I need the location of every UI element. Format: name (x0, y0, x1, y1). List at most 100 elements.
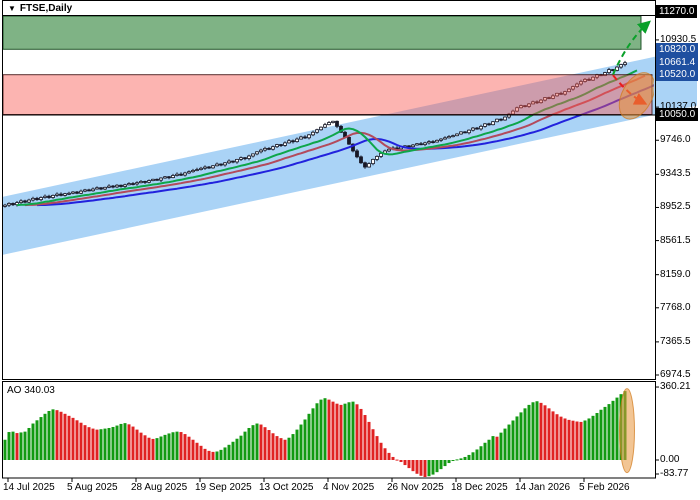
candle-body (311, 131, 315, 136)
ao-bar (15, 433, 19, 460)
candle-body (71, 191, 75, 194)
candle-body (547, 97, 551, 99)
candle-body (483, 123, 487, 127)
ao-bar (547, 408, 551, 460)
ao-bar (403, 460, 407, 466)
candle-body (291, 140, 295, 143)
candle-body (623, 62, 627, 65)
candle-body (355, 150, 359, 158)
candle-body (235, 158, 239, 163)
candle-body (555, 92, 559, 97)
candle-body (315, 129, 319, 133)
ao-bar (223, 447, 227, 460)
ao-bar (587, 418, 591, 460)
ao-bar (331, 401, 335, 460)
candle-body (375, 156, 379, 160)
ao-bar (339, 404, 343, 460)
candle-body (191, 170, 195, 173)
ao-bar (231, 441, 235, 460)
price-level-label: 10050.0 (656, 108, 699, 121)
ao-bar (87, 427, 91, 460)
ao-bar (111, 426, 115, 460)
ao-bar (615, 397, 619, 460)
ao-bar (347, 402, 351, 460)
ao-bar (71, 417, 75, 460)
candle-body (479, 125, 483, 130)
candle-body (475, 127, 479, 130)
ao-bar (143, 435, 147, 460)
ao-highlight-ellipse (619, 388, 635, 474)
ao-bar (531, 402, 535, 460)
price-chart-area[interactable] (3, 60, 658, 208)
candle-body (59, 193, 63, 196)
ao-bar (3, 439, 7, 460)
ao-bar (419, 460, 423, 476)
ao-bar (299, 424, 303, 460)
date-axis-label: 14 Jul 2025 (3, 482, 55, 493)
candle-body (503, 116, 507, 121)
ao-bar (303, 419, 307, 460)
ao-bar (427, 460, 431, 477)
ao-bar (175, 431, 179, 460)
ao-bar (115, 425, 119, 460)
ao-bar (27, 427, 31, 460)
candle-body (183, 172, 187, 176)
candle-body (207, 166, 211, 169)
candle-body (407, 145, 411, 148)
candle-body (175, 173, 179, 176)
ao-bar (483, 442, 487, 460)
ao-indicator-label: AO 340.03 (7, 385, 55, 396)
symbol-dropdown-icon[interactable]: ▼ (8, 3, 16, 13)
ao-bar (275, 436, 279, 460)
ao-bar (171, 432, 175, 460)
ao-bar (179, 432, 183, 460)
ao-bar (315, 403, 319, 460)
candle-body (139, 181, 143, 184)
ao-bar (131, 426, 135, 460)
ao-bar (535, 401, 539, 460)
ao-axis-tick: 360.21 (660, 381, 691, 393)
ao-bar (119, 423, 123, 460)
ao-bar (203, 448, 207, 460)
price-axis-tick: 10137.0 (660, 101, 697, 113)
ao-bar (519, 412, 523, 460)
ao-bar (63, 413, 67, 460)
candle-body (223, 162, 227, 166)
ao-bar (543, 405, 547, 460)
candle-body (27, 199, 31, 203)
date-axis-label: 18 Dec 2025 (451, 482, 508, 493)
ao-bar (539, 402, 543, 460)
date-axis-label: 28 Aug 2025 (131, 482, 188, 493)
candle-body (247, 155, 251, 159)
green-target-zone (2, 15, 642, 50)
ao-bar (563, 418, 567, 460)
bullish-scenario-arrow (612, 20, 651, 76)
date-axis-label: 19 Sep 2025 (195, 482, 252, 493)
candle-body (275, 144, 279, 148)
ao-indicator-panel[interactable] (3, 388, 635, 478)
ao-bar (239, 435, 243, 460)
ao-bar (439, 460, 443, 470)
ao-bar (35, 420, 39, 460)
ao-bar (463, 456, 467, 460)
candle-body (83, 189, 87, 192)
candle-body (23, 200, 27, 203)
ao-bar (271, 433, 275, 460)
candle-body (379, 153, 383, 157)
ao-bar (511, 420, 515, 460)
ao-bar (199, 445, 203, 460)
candle-body (91, 188, 95, 192)
candle-body (215, 163, 219, 167)
ao-bar (559, 416, 563, 460)
ao-bar (359, 408, 363, 460)
candle-body (127, 183, 131, 186)
ao-bar (19, 432, 23, 460)
ao-bar (507, 424, 511, 460)
ao-bar (487, 439, 491, 460)
ao-bar (499, 432, 503, 460)
ao-bar (103, 428, 107, 460)
ao-bar (411, 460, 415, 472)
price-axis-tick: 8561.5 (660, 234, 691, 246)
ao-bar (391, 456, 395, 460)
